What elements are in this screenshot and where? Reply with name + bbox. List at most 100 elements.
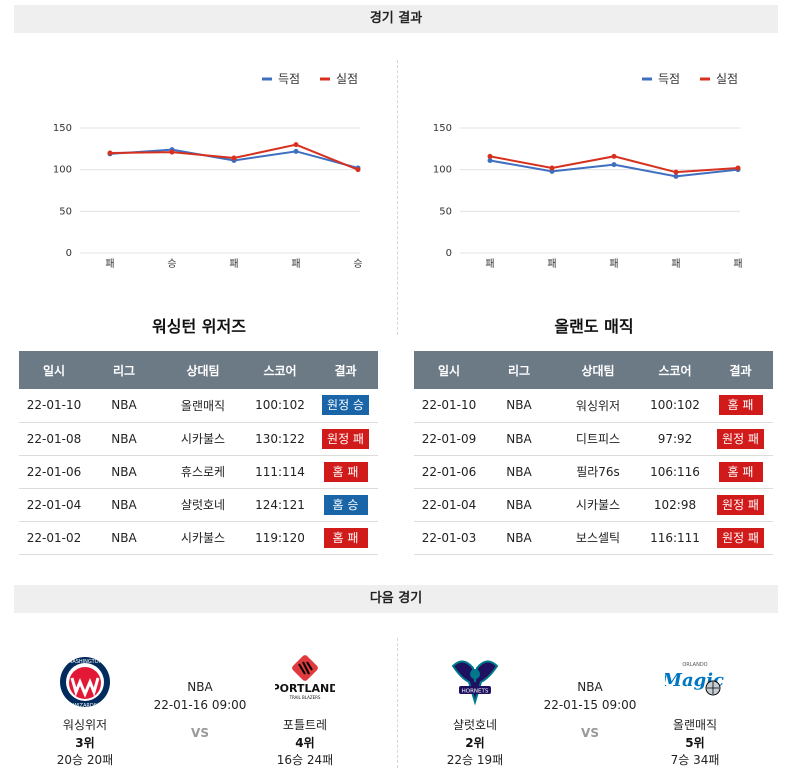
col-header-result: 결과 — [708, 351, 773, 389]
cell-result: 홈 패 — [313, 455, 378, 489]
data-point — [611, 153, 617, 159]
cell-league: NBA — [484, 455, 554, 489]
home-team-name[interactable]: 워싱위저 — [62, 718, 108, 732]
data-point — [735, 165, 741, 171]
cell-result: 원정 패 — [313, 422, 378, 456]
cell-league: NBA — [484, 488, 554, 522]
result-badge-loss: 원정 패 — [717, 527, 764, 548]
vs-label: VS — [581, 726, 599, 740]
x-tick-label: 패 — [229, 258, 238, 270]
cell-score: 102:98 — [642, 488, 708, 522]
home-team-name[interactable]: 샬럿호네 — [452, 718, 498, 732]
result-badge-loss: 홈 패 — [718, 395, 763, 416]
legend-label: 득점 — [278, 72, 300, 86]
col-header-result: 결과 — [313, 351, 378, 389]
x-tick-label: 승 — [353, 258, 362, 270]
cell-date: 22-01-08 — [19, 422, 89, 456]
cell-opponent: 시카불스 — [159, 422, 247, 456]
cell-score: 100:102 — [642, 389, 708, 423]
recent-scores-chart-left: 득점 실점 0 50 100 150 패 승 패 패 승 — [53, 72, 363, 270]
away-team-name[interactable]: 올랜매직 — [672, 718, 718, 732]
game-league: NBA — [577, 680, 603, 694]
results-section-header: 경기 결과 — [14, 5, 778, 33]
table-row: 22-01-09 NBA 디트피스 97:92 원정 패 — [414, 422, 773, 456]
away-team-name[interactable]: 포틀트레 — [282, 718, 328, 732]
game-league: NBA — [187, 680, 213, 694]
away-team-rank: 4위 — [295, 736, 315, 750]
recent-results-table-left: 일시 리그 상대팀 스코어 결과 22-01-10 NBA 올랜매직 100:102 원… — [19, 351, 378, 555]
cell-date: 22-01-03 — [414, 521, 484, 555]
svg-text:WASHINGTON: WASHINGTON — [68, 659, 103, 665]
cell-opponent: 워싱위저 — [554, 389, 642, 423]
x-tick-label: 승 — [167, 258, 176, 270]
data-point — [293, 148, 299, 154]
cell-opponent: 필라76s — [554, 455, 642, 489]
trail-blazers-logo-icon: PORTLAND TRAIL BLAZERS — [272, 652, 338, 712]
cell-league: NBA — [89, 422, 159, 456]
legend-label: 득점 — [658, 72, 680, 86]
table-row: 22-01-04 NBA 샬럿호네 124:121 홈 승 — [19, 488, 378, 522]
home-team: WASHINGTON WIZARDS 워싱위저 3위 20승 20패 — [30, 640, 140, 768]
cell-date: 22-01-04 — [19, 488, 89, 522]
table-row: 22-01-10 NBA 워싱위저 100:102 홈 패 — [414, 389, 773, 423]
cell-result: 홈 승 — [313, 488, 378, 522]
svg-text:TRAIL BLAZERS: TRAIL BLAZERS — [289, 695, 321, 700]
cell-score: 130:122 — [247, 422, 313, 456]
table-row: 22-01-03 NBA 보스셀틱 116:111 원정 패 — [414, 521, 773, 555]
cell-result: 원정 패 — [708, 521, 773, 555]
cell-opponent: 올랜매직 — [159, 389, 247, 423]
data-point — [487, 158, 493, 163]
data-point — [169, 149, 175, 155]
result-badge-loss: 원정 패 — [322, 428, 369, 449]
result-badge-loss: 원정 패 — [717, 494, 764, 515]
divider — [397, 60, 398, 335]
away-team-rank: 5위 — [685, 736, 705, 750]
cell-opponent: 휴스로케 — [159, 455, 247, 489]
cell-score: 119:120 — [247, 521, 313, 555]
x-tick-label: 패 — [733, 258, 742, 270]
game-datetime: 22-01-15 09:00 — [543, 698, 637, 712]
cell-date: 22-01-10 — [414, 389, 484, 423]
magic-logo-icon: ORLANDO Magic — [661, 652, 725, 712]
svg-text:ORLANDO: ORLANDO — [682, 662, 707, 668]
col-header-score: 스코어 — [247, 351, 313, 389]
home-team-rank: 3위 — [75, 736, 95, 750]
y-tick-label: 0 — [66, 248, 72, 259]
cell-score: 106:116 — [642, 455, 708, 489]
table-row: 22-01-06 NBA 필라76s 106:116 홈 패 — [414, 455, 773, 489]
table-header-row: 일시 리그 상대팀 스코어 결과 — [414, 351, 773, 389]
away-team-record: 7승 34패 — [670, 753, 720, 767]
table-header-row: 일시 리그 상대팀 스코어 결과 — [19, 351, 378, 389]
data-point — [611, 162, 617, 168]
data-point — [107, 150, 113, 156]
result-badge-loss: 홈 패 — [718, 461, 763, 482]
cell-league: NBA — [484, 389, 554, 423]
data-point — [293, 142, 299, 148]
home-team-record: 20승 20패 — [56, 753, 114, 767]
x-tick-label: 패 — [291, 258, 300, 270]
table-row: 22-01-08 NBA 시카불스 130:122 원정 패 — [19, 422, 378, 456]
cell-league: NBA — [89, 389, 159, 423]
x-tick-label: 패 — [671, 258, 680, 270]
cell-league: NBA — [484, 521, 554, 555]
data-point — [231, 155, 237, 161]
next-game-card: HORNETS 샬럿호네 2위 22승 19패 NBA 22-01-15 09:… — [410, 640, 770, 770]
data-point — [673, 173, 679, 179]
x-tick-label: 패 — [485, 258, 494, 270]
cell-date: 22-01-06 — [414, 455, 484, 489]
away-team-record: 16승 24패 — [276, 753, 334, 767]
cell-date: 22-01-02 — [19, 521, 89, 555]
result-badge-loss: 홈 패 — [323, 527, 368, 548]
y-tick-label: 100 — [53, 165, 72, 176]
cell-league: NBA — [89, 521, 159, 555]
cell-score: 97:92 — [642, 422, 708, 456]
col-header-opponent: 상대팀 — [159, 351, 247, 389]
data-point — [355, 167, 361, 173]
cell-score: 111:114 — [247, 455, 313, 489]
col-header-date: 일시 — [414, 351, 484, 389]
cell-score: 124:121 — [247, 488, 313, 522]
y-tick-label: 150 — [53, 123, 72, 134]
cell-league: NBA — [89, 455, 159, 489]
x-tick-label: 패 — [609, 258, 618, 270]
game-datetime: 22-01-16 09:00 — [153, 698, 247, 712]
